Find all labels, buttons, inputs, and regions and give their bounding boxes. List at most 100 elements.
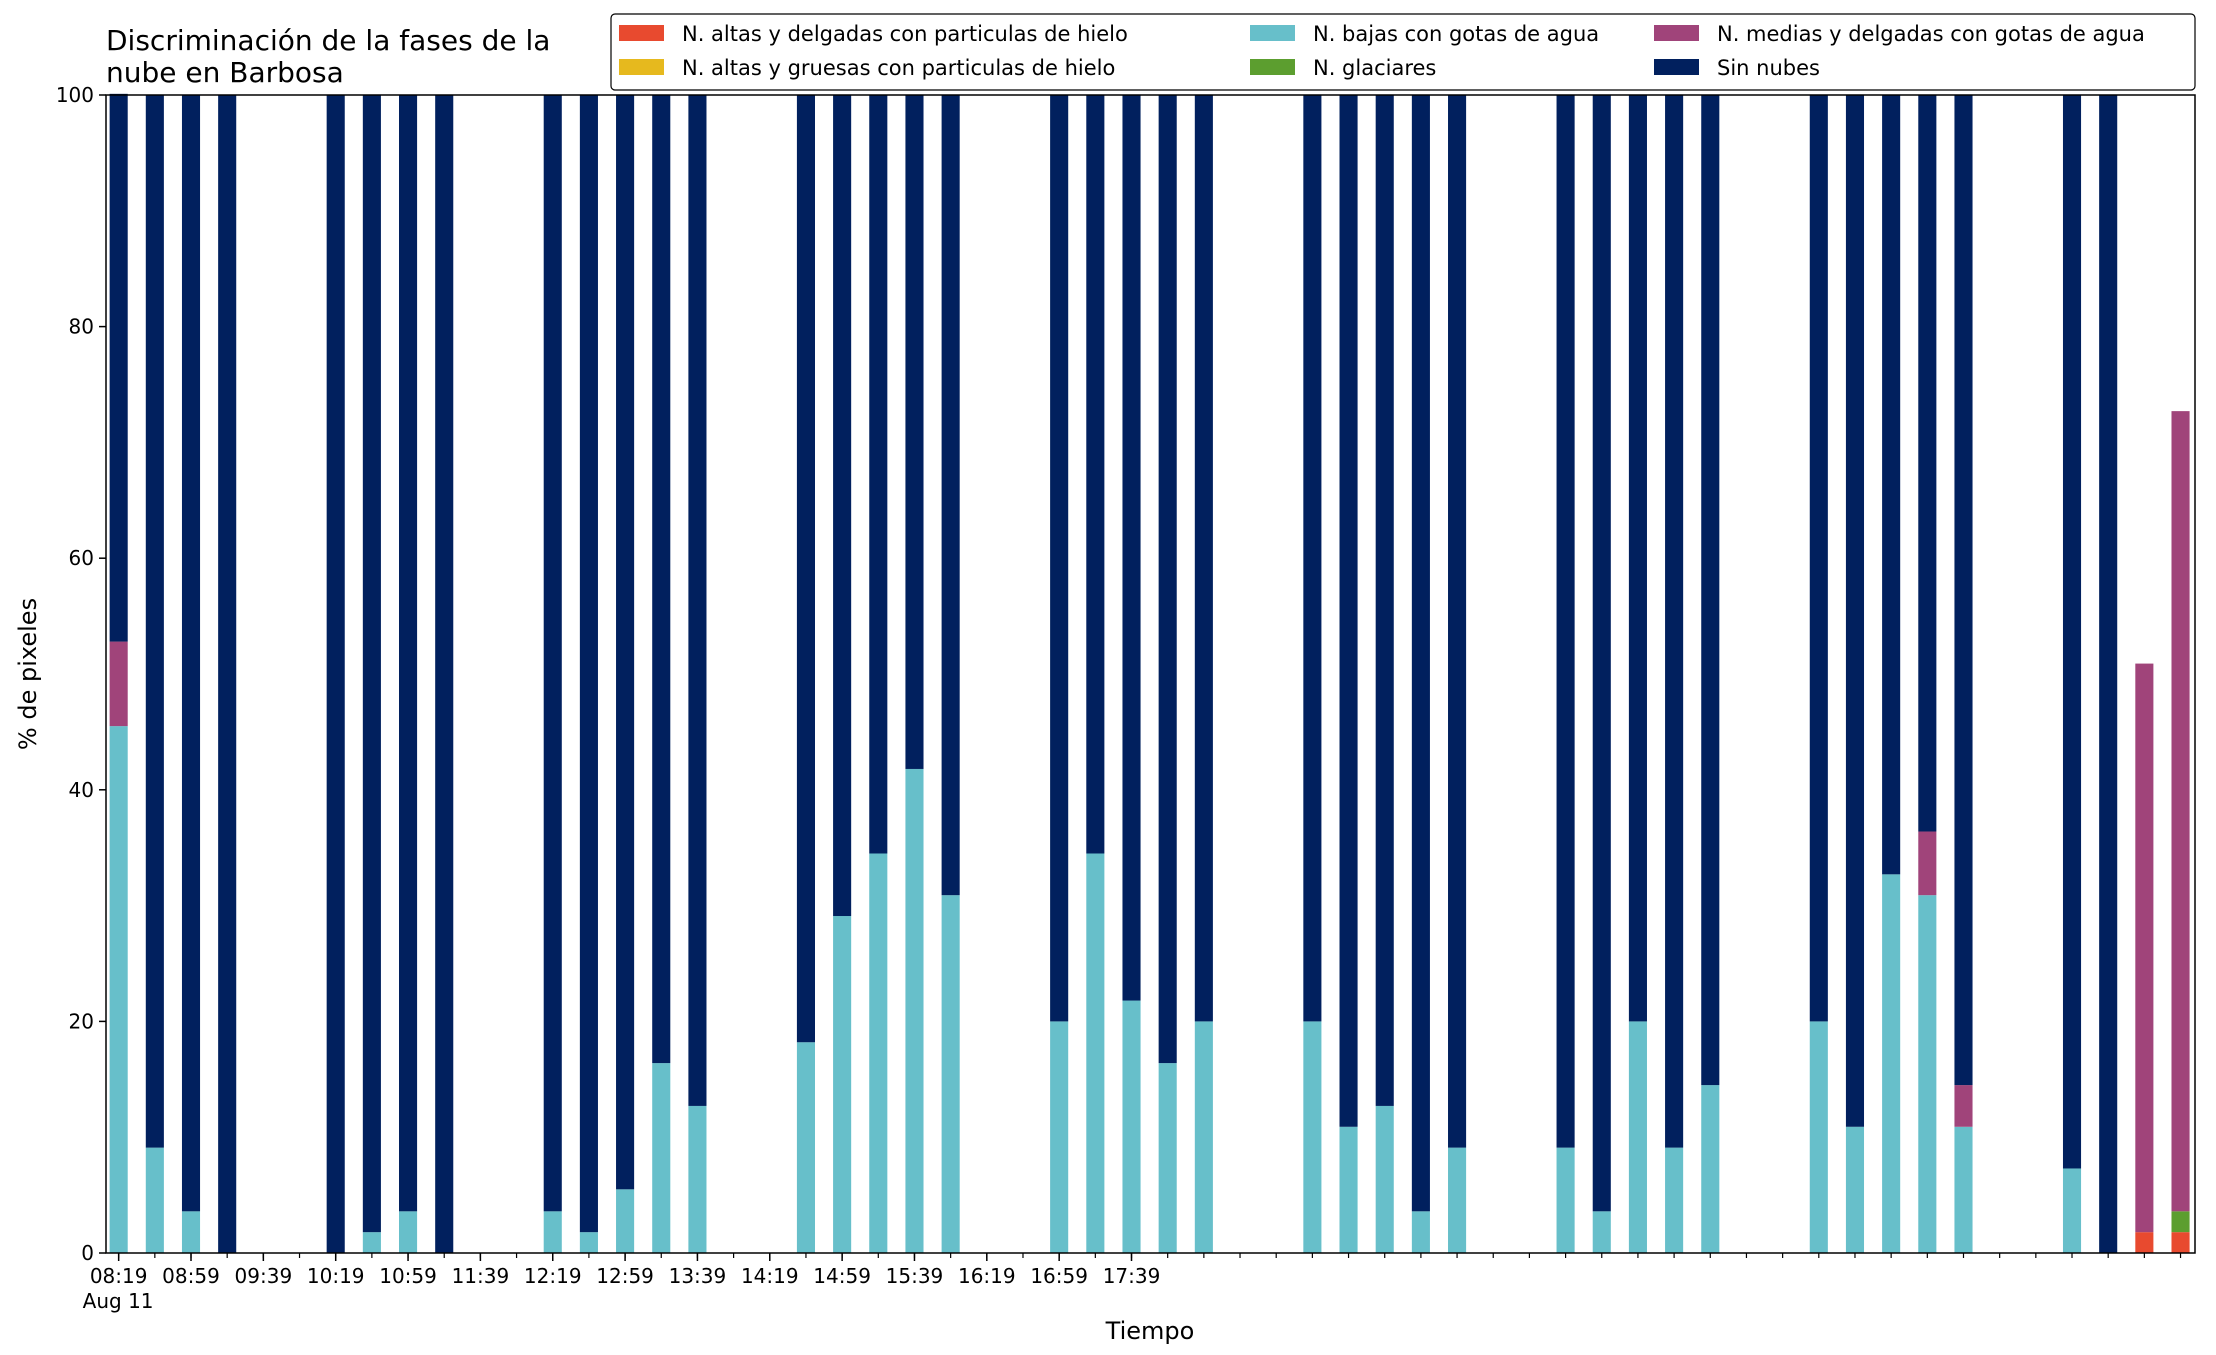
x-tick-label: 08:59: [162, 1264, 220, 1288]
bar-sin-nubes-1529: [1665, 95, 1684, 1148]
legend-label-n-bajas-con-gotas-de-agua: N. bajas con gotas de agua: [1313, 22, 1599, 46]
bar-n-bajas-con-gotas-de-agua-1619: [1845, 1126, 1865, 1253]
chart-title-line-2: nube en Barbosa: [106, 56, 344, 89]
x-tick-label: 10:59: [379, 1264, 437, 1288]
bar-n-medias-y-delgadas-con-gotas-de-agua-1639: [1918, 831, 1937, 896]
bar-sin-nubes-1159: [905, 95, 924, 769]
bar-n-bajas-con-gotas-de-agua-1129: [796, 1042, 815, 1253]
bar-sin-nubes-1209: [941, 95, 960, 896]
chart-title-line-1: Discriminación de la fases de la: [106, 24, 550, 57]
bars-layer: [109, 93, 2190, 1253]
bar-sin-nubes-1309: [1158, 95, 1177, 1064]
bar-sin-nubes-0839: [181, 95, 201, 1212]
bar-n-glaciares-1749: [2171, 1211, 2190, 1233]
bar-sin-nubes-1149: [869, 95, 888, 854]
bar-sin-nubes-1349: [1303, 95, 1322, 1022]
x-tick-label: 15:39: [886, 1264, 944, 1288]
bar-n-bajas-con-gotas-de-agua-1609: [1809, 1021, 1828, 1253]
bar-n-bajas-con-gotas-de-agua-1209: [941, 895, 960, 1253]
bar-n-bajas-con-gotas-de-agua-1459: [1556, 1147, 1575, 1253]
bar-sin-nubes-1509: [1592, 95, 1611, 1212]
bar-n-medias-y-delgadas-con-gotas-de-agua-1649: [1954, 1085, 1973, 1127]
bar-sin-nubes-1039: [616, 95, 635, 1190]
bar-n-medias-y-delgadas-con-gotas-de-agua-1739: [2135, 663, 2154, 1233]
bar-sin-nubes-1459: [1556, 95, 1575, 1148]
bar-sin-nubes-1029: [579, 95, 598, 1233]
y-tick-label: 100: [56, 83, 94, 107]
y-axis-label: % de pixeles: [14, 598, 42, 750]
bar-sin-nubes-1409: [1375, 95, 1394, 1106]
x-tick-label: 09:39: [235, 1264, 293, 1288]
bar-sin-nubes-1059: [688, 95, 707, 1106]
bar-n-bajas-con-gotas-de-agua-0839: [181, 1211, 201, 1253]
y-tick-label: 40: [69, 778, 94, 802]
y-axis: 0 20 40 60 80 100: [56, 83, 106, 1265]
legend-frame: [610, 13, 2196, 91]
bar-n-bajas-con-gotas-de-agua-1529: [1665, 1147, 1684, 1253]
bar-sin-nubes-0929: [362, 95, 381, 1233]
x-axis-label: Tiempo: [1105, 1317, 1195, 1345]
bar-sin-nubes-0919: [326, 95, 345, 1253]
bar-n-bajas-con-gotas-de-agua-1059: [688, 1105, 707, 1253]
x-tick-label: 17:39: [1103, 1264, 1161, 1288]
chart-title: Discriminación de la fases de la nube en…: [106, 24, 550, 89]
bar-sin-nubes-1649: [1954, 95, 1973, 1086]
bar-n-bajas-con-gotas-de-agua-1629: [1882, 874, 1901, 1253]
bar-n-bajas-con-gotas-de-agua-0829: [145, 1147, 164, 1253]
legend-label-sin-nubes: Sin nubes: [1717, 56, 1820, 80]
x-tick-label: 12:59: [596, 1264, 654, 1288]
bar-n-bajas-con-gotas-de-agua-1159: [905, 768, 924, 1253]
plot-frame: [105, 94, 2196, 1254]
x-tick-date-label: Aug 11: [83, 1289, 154, 1313]
x-tick-label: 14:59: [813, 1264, 871, 1288]
y-tick-label: 80: [69, 315, 94, 339]
bar-n-bajas-con-gotas-de-agua-1639: [1918, 895, 1937, 1253]
bar-n-bajas-con-gotas-de-agua-1019: [543, 1211, 562, 1253]
bar-n-bajas-con-gotas-de-agua-1519: [1628, 1021, 1647, 1253]
legend-swatch-n-altas-y-delgadas-con-particulas-de-hielo: [619, 25, 664, 41]
bar-sin-nubes-0819: [109, 93, 128, 642]
legend-label-n-altas-y-delgadas-con-particulas-de-hielo: N. altas y delgadas con particulas de hi…: [682, 22, 1128, 46]
bar-sin-nubes-1419: [1411, 95, 1430, 1212]
bar-sin-nubes-1719: [2062, 95, 2082, 1169]
bar-sin-nubes-1619: [1845, 95, 1865, 1127]
x-tick-label: 08:19: [90, 1264, 148, 1288]
x-tick-label: 16:19: [958, 1264, 1016, 1288]
bar-n-bajas-con-gotas-de-agua-1349: [1303, 1021, 1322, 1253]
bar-sin-nubes-1609: [1809, 95, 1828, 1022]
legend-swatch-sin-nubes: [1654, 59, 1699, 75]
bar-sin-nubes-1319: [1194, 95, 1213, 1022]
bar-n-bajas-con-gotas-de-agua-1139: [833, 916, 852, 1253]
bar-n-bajas-con-gotas-de-agua-1249: [1086, 853, 1105, 1253]
bar-n-medias-y-delgadas-con-gotas-de-agua-0819: [109, 641, 128, 727]
legend-swatch-n-bajas-con-gotas-de-agua: [1250, 25, 1295, 41]
y-tick-label: 60: [69, 546, 94, 570]
bar-sin-nubes-0849: [218, 95, 237, 1253]
bar-n-bajas-con-gotas-de-agua-1239: [1050, 1021, 1069, 1253]
x-tick-label: 11:39: [452, 1264, 510, 1288]
bar-sin-nubes-1129: [796, 95, 815, 1043]
y-tick-label: 20: [69, 1009, 94, 1033]
bar-sin-nubes-1639: [1918, 95, 1937, 832]
bar-n-bajas-con-gotas-de-agua-1719: [2062, 1168, 2082, 1253]
bar-n-medias-y-delgadas-con-gotas-de-agua-1749: [2171, 411, 2190, 1212]
bar-n-altas-y-delgadas-con-particulas-de-hielo-1739: [2135, 1232, 2154, 1253]
bar-n-bajas-con-gotas-de-agua-1419: [1411, 1211, 1430, 1253]
bar-sin-nubes-1259: [1122, 95, 1141, 1001]
bar-sin-nubes-1049: [652, 95, 671, 1064]
bar-n-bajas-con-gotas-de-agua-0939: [399, 1211, 418, 1253]
bar-sin-nubes-1019: [543, 95, 562, 1212]
bar-n-bajas-con-gotas-de-agua-1029: [579, 1232, 598, 1253]
bar-n-bajas-con-gotas-de-agua-1429: [1448, 1147, 1467, 1253]
bar-n-bajas-con-gotas-de-agua-0819: [109, 726, 128, 1253]
bar-sin-nubes-1429: [1448, 95, 1467, 1148]
bar-n-bajas-con-gotas-de-agua-1309: [1158, 1063, 1177, 1253]
y-tick-label: 0: [81, 1241, 94, 1265]
bar-sin-nubes-1139: [833, 95, 852, 917]
legend-label-n-altas-y-gruesas-con-particulas-de-hielo: N. altas y gruesas con particulas de hie…: [682, 56, 1115, 80]
bar-n-bajas-con-gotas-de-agua-1319: [1194, 1021, 1213, 1253]
bar-n-bajas-con-gotas-de-agua-1509: [1592, 1211, 1611, 1253]
bar-sin-nubes-1359: [1339, 95, 1358, 1127]
legend-swatch-n-altas-y-gruesas-con-particulas-de-hielo: [619, 59, 664, 75]
